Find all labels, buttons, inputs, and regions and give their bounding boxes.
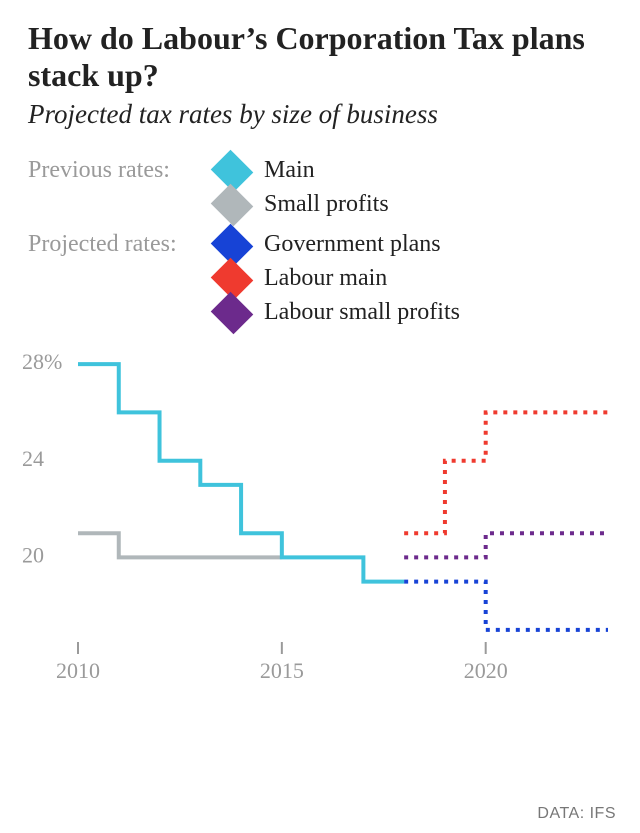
legend-item-main: Main xyxy=(218,154,389,188)
legend-projected-items: Government plans Labour main Labour smal… xyxy=(218,228,460,330)
legend-heading-projected: Projected rates: xyxy=(28,228,218,260)
svg-text:2020: 2020 xyxy=(464,658,508,683)
chart-svg: 20 24 28% 2010 2015 2020 xyxy=(18,352,608,712)
legend-label: Government plans xyxy=(264,231,441,258)
legend-item-labour-main: Labour main xyxy=(218,262,460,296)
legend: Previous rates: Main Small profits Proje… xyxy=(28,154,612,330)
legend-item-small-profits: Small profits xyxy=(218,188,389,222)
legend-item-labour-small: Labour small profits xyxy=(218,296,460,330)
chart: 20 24 28% 2010 2015 2020 xyxy=(18,352,612,717)
svg-text:28%: 28% xyxy=(22,352,62,374)
page: How do Labour’s Corporation Tax plans st… xyxy=(0,0,640,833)
diamond-icon xyxy=(211,184,254,227)
svg-text:2015: 2015 xyxy=(260,658,304,683)
legend-previous-block: Previous rates: Main Small profits xyxy=(28,154,612,222)
legend-heading-previous: Previous rates: xyxy=(28,154,218,186)
legend-label: Labour main xyxy=(264,265,387,292)
legend-label: Main xyxy=(264,157,315,184)
source-attribution: DATA: IFS xyxy=(537,805,616,823)
legend-projected-block: Projected rates: Government plans Labour… xyxy=(28,228,612,330)
diamond-icon xyxy=(211,292,254,335)
legend-item-gov-plans: Government plans xyxy=(218,228,460,262)
legend-previous-items: Main Small profits xyxy=(218,154,389,222)
svg-text:2010: 2010 xyxy=(56,658,100,683)
svg-text:20: 20 xyxy=(22,542,44,567)
legend-label: Small profits xyxy=(264,191,389,218)
chart-title: How do Labour’s Corporation Tax plans st… xyxy=(28,20,612,94)
chart-subtitle: Projected tax rates by size of business xyxy=(28,98,612,130)
svg-text:24: 24 xyxy=(22,446,44,471)
legend-label: Labour small profits xyxy=(264,299,460,326)
